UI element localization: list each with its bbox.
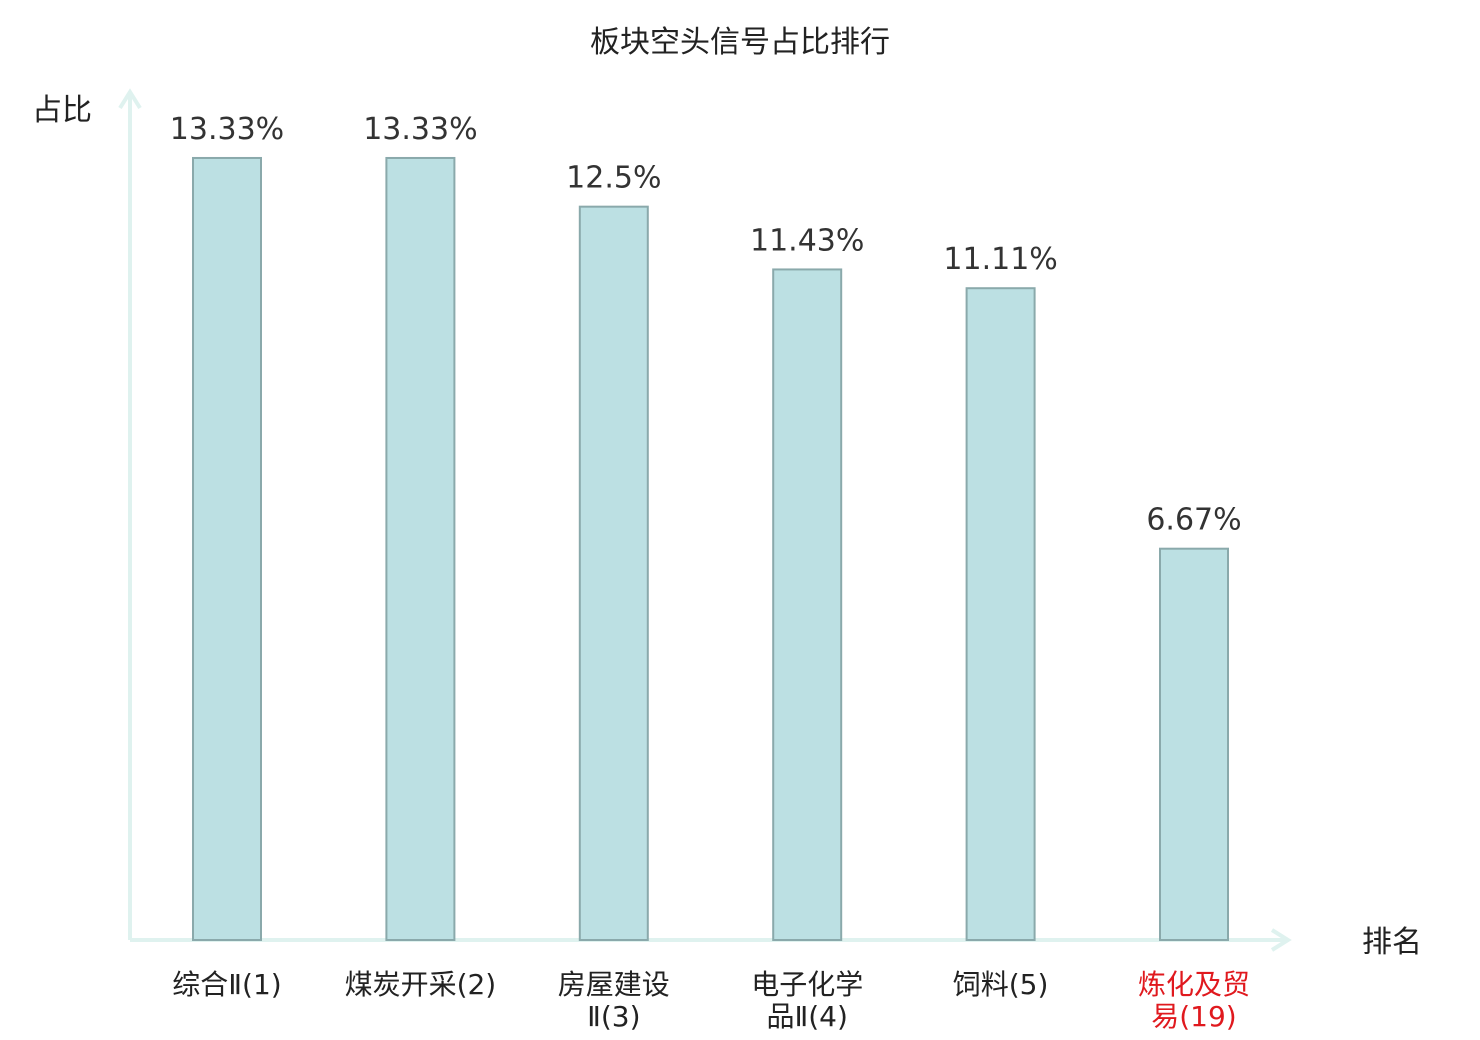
x-axis-label: 排名 [1362,925,1422,960]
x-tick-label: 易(19) [1151,1000,1236,1033]
bar [965,287,1036,942]
chart-title: 板块空头信号占比排行 [590,25,890,60]
x-tick-label: 综合Ⅱ(1) [172,968,281,1001]
x-tick-label: 炼化及贸 [1138,968,1250,1001]
bar-value-label: 6.67% [1146,503,1241,538]
x-tick-label: 电子化学 [751,968,863,1001]
x-axis-arrow-icon [1270,928,1292,952]
bar [772,268,843,941]
bar [385,156,456,941]
bar [578,205,649,941]
x-tick-label: 煤炭开采(2) [345,968,497,1001]
bar-value-label: 13.33% [170,112,284,147]
x-tick-label: 饲料(5) [953,968,1049,1001]
bar-value-label: 13.33% [363,112,477,147]
x-tick-label: 房屋建设 [558,968,670,1001]
bar-value-label: 11.43% [750,223,864,258]
y-axis-label: 占比 [32,93,92,128]
bar [1159,547,1229,942]
bar [192,156,262,941]
bar-value-label: 11.11% [943,242,1057,277]
bar-value-label: 12.5% [566,161,661,196]
y-axis-arrow-icon [118,88,142,110]
x-tick-label: Ⅱ(3) [587,1000,640,1033]
x-tick-label: 品Ⅱ(4) [766,1000,847,1033]
